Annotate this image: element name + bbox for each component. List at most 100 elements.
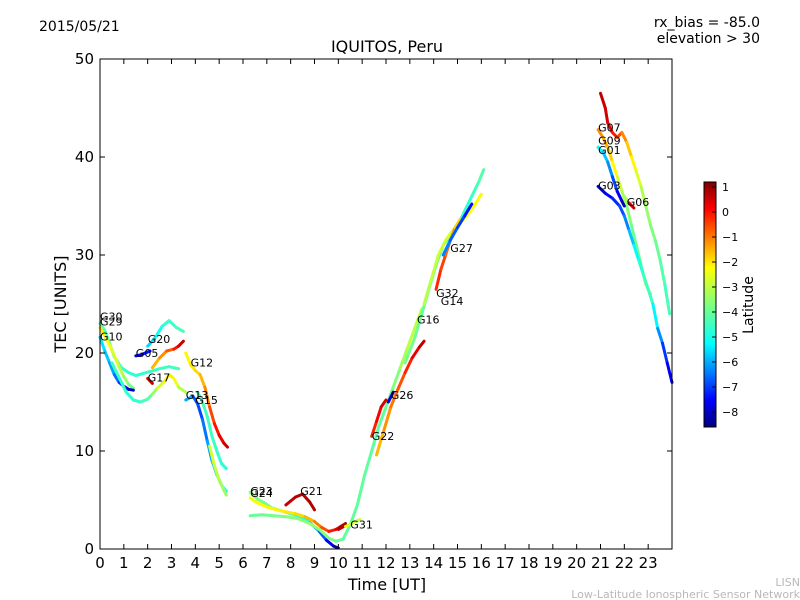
- data-segment: [601, 150, 610, 164]
- data-segment: [646, 287, 655, 306]
- data-segment: [127, 382, 135, 390]
- y-tick-label: 0: [84, 540, 94, 558]
- data-segment: [375, 429, 386, 457]
- data-segment: [208, 405, 216, 426]
- x-tick-label: 16: [472, 554, 491, 572]
- satellite-label: G26: [391, 389, 414, 402]
- x-tick-label: 5: [214, 554, 224, 572]
- data-segment: [272, 514, 288, 519]
- data-segment: [255, 501, 269, 509]
- data-segment: [379, 398, 388, 409]
- data-segment: [215, 449, 224, 466]
- data-segment: [117, 376, 128, 394]
- data-segment: [370, 420, 378, 438]
- y-tick-label: 20: [75, 344, 94, 362]
- colorbar-tick-label: 1: [722, 181, 729, 194]
- data-segment: [284, 510, 297, 516]
- satellite-label: G27: [450, 242, 473, 255]
- satellite-label: G06: [627, 196, 650, 209]
- plot-area-frame: [99, 58, 673, 550]
- data-segment: [198, 373, 207, 389]
- series-g07: [599, 91, 672, 316]
- footer-lisn: LISN: [775, 576, 800, 589]
- data-segment: [658, 258, 667, 286]
- data-segment: [644, 204, 653, 228]
- data-segment: [160, 319, 171, 328]
- footer-network: Low-Latitude Ionospheric Sensor Network: [571, 588, 800, 600]
- data-segment: [632, 243, 641, 262]
- data-segment: [615, 189, 624, 203]
- satellite-label: G31: [350, 518, 373, 531]
- colorbar-label: Latitude: [741, 276, 757, 334]
- data-segment: [634, 170, 643, 188]
- satellite-label: G21: [300, 485, 323, 498]
- satellite-label: G05: [136, 347, 159, 360]
- data-segment: [463, 194, 474, 213]
- data-segment: [296, 517, 312, 525]
- x-tick-label: 0: [95, 554, 105, 572]
- data-segment: [222, 441, 229, 449]
- data-segment: [184, 351, 193, 367]
- data-segment: [98, 335, 107, 353]
- x-tick-label: 17: [496, 554, 515, 572]
- data-segment: [391, 366, 402, 389]
- data-segment: [370, 425, 381, 453]
- data-segment: [222, 488, 228, 497]
- data-segment: [410, 345, 421, 360]
- y-tick-label: 50: [75, 50, 94, 68]
- satellite-label: G07: [598, 122, 621, 135]
- satellite-label: G13: [186, 389, 209, 402]
- data-segment: [665, 361, 674, 384]
- series-g17b: [146, 377, 154, 385]
- series-g12: [184, 351, 229, 449]
- x-tick-label: 22: [615, 554, 634, 572]
- satellite-label: G14: [441, 295, 464, 308]
- data-segment: [284, 515, 300, 521]
- data-segment: [108, 361, 116, 377]
- data-segment: [317, 527, 331, 540]
- satellite-label: G24: [250, 487, 273, 500]
- data-segment: [463, 202, 474, 218]
- data-segment: [110, 348, 121, 369]
- data-segment: [651, 302, 660, 330]
- data-segment: [155, 379, 166, 390]
- data-segment: [620, 131, 629, 144]
- series-g23: [248, 490, 340, 550]
- y-tick-label: 30: [75, 246, 94, 264]
- data-segment: [212, 422, 221, 437]
- colorbar-tick-label: −6: [722, 356, 738, 369]
- data-segment: [398, 346, 409, 370]
- satellite-label: G15: [195, 394, 218, 407]
- data-segment: [153, 325, 164, 340]
- data-segment: [332, 544, 340, 550]
- data-segment: [618, 204, 626, 218]
- series-g06: [622, 194, 636, 210]
- data-segment: [158, 349, 169, 360]
- series-g20: [146, 319, 185, 348]
- data-segment: [444, 229, 455, 242]
- data-segment: [599, 91, 607, 110]
- x-tick-label: 15: [448, 554, 467, 572]
- data-segment: [375, 405, 383, 424]
- colorbar-tick-label: −8: [722, 406, 738, 419]
- satellite-label: G16: [417, 314, 440, 327]
- series-g16: [403, 168, 486, 365]
- plot-marks: [98, 91, 674, 550]
- data-segment: [212, 464, 221, 482]
- data-segment: [448, 226, 459, 242]
- data-segment: [661, 341, 669, 365]
- data-segment: [313, 520, 324, 529]
- x-tick-label: 7: [262, 554, 272, 572]
- series-g15: [196, 390, 228, 471]
- data-segment: [377, 405, 388, 428]
- colorbar-tick-label: −4: [722, 306, 738, 319]
- data-segment: [620, 199, 626, 208]
- data-segment: [303, 515, 316, 524]
- data-segment: [429, 253, 440, 281]
- data-segment: [622, 214, 631, 232]
- data-segment: [196, 390, 204, 404]
- series-g20b: [150, 339, 185, 370]
- series-g26: [375, 339, 426, 457]
- data-segment: [308, 500, 316, 512]
